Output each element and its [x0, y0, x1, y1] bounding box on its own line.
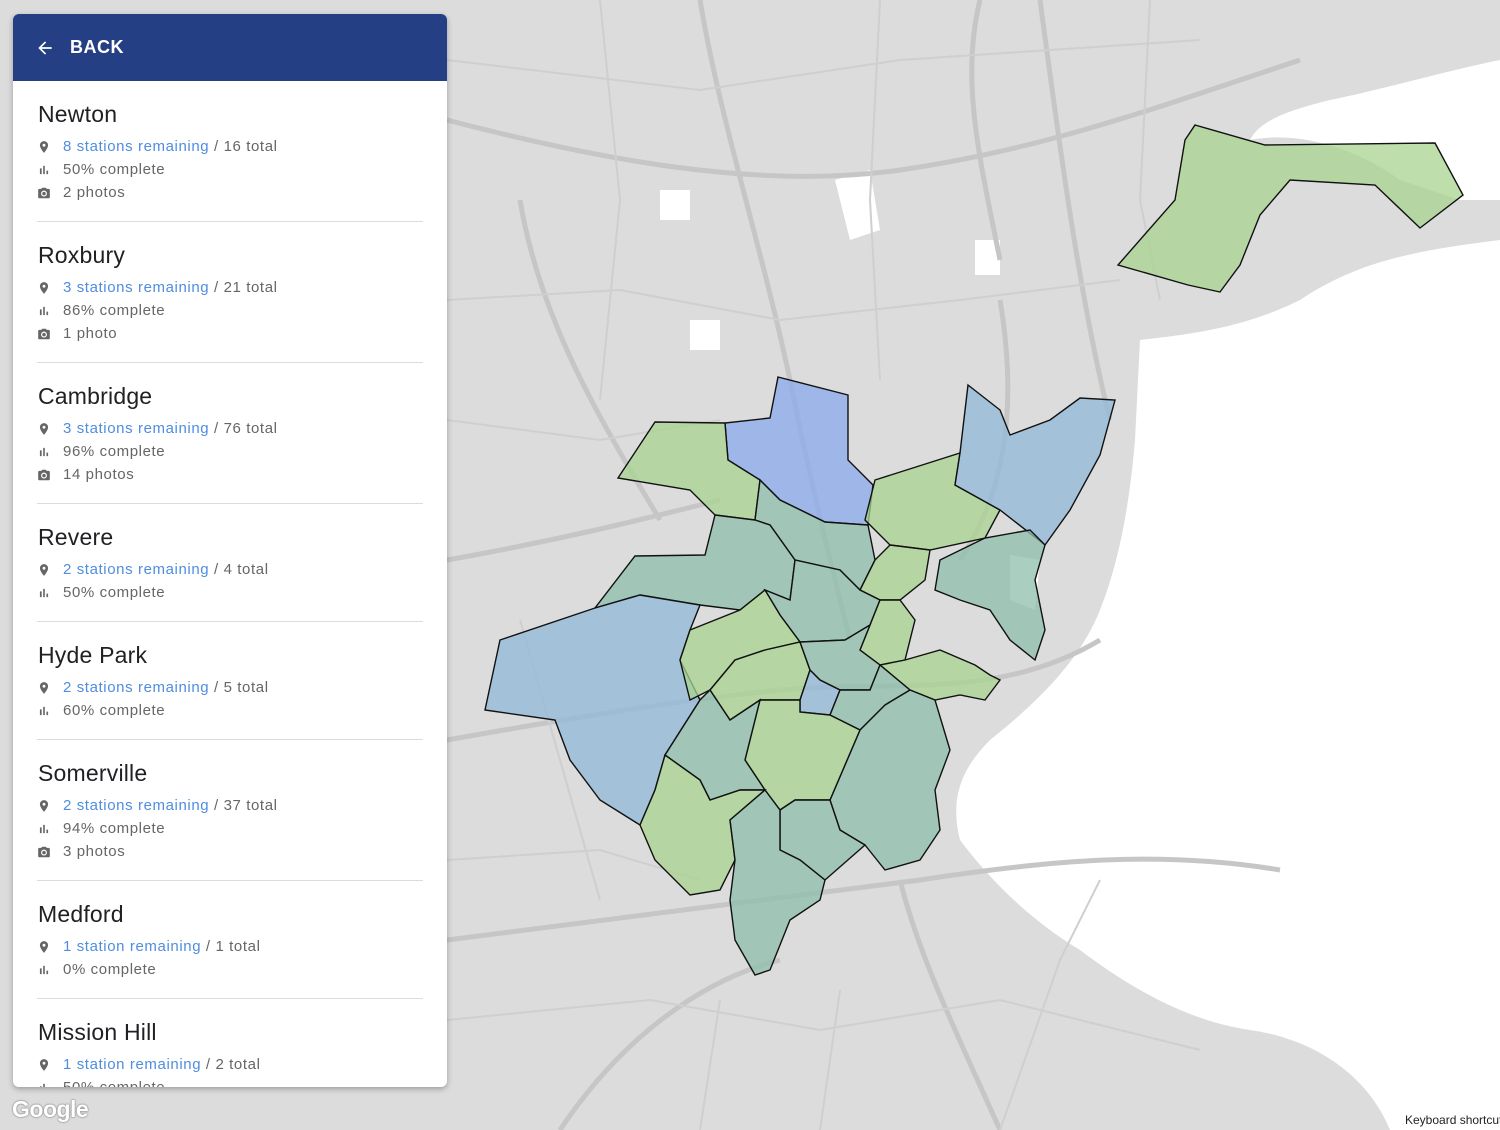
bar-chart-icon [39, 824, 49, 833]
list-item[interactable]: Roxbury 3 stations remaining / 21 total … [37, 222, 423, 363]
bar-chart-icon [39, 447, 49, 456]
percent-complete: 50% complete [63, 1079, 165, 1087]
stations-total: / 16 total [214, 138, 278, 155]
percent-complete: 96% complete [63, 443, 166, 460]
stations-remaining-link[interactable]: 3 stations remaining [63, 279, 210, 296]
region-revere [1116, 124, 1464, 293]
region-hyde-park [729, 788, 826, 976]
photo-count: 1 photo [63, 325, 118, 342]
location-pin-icon [39, 940, 49, 953]
neighborhood-name: Cambridge [38, 383, 153, 409]
location-pin-icon [39, 422, 49, 435]
location-pin-icon [39, 799, 49, 812]
camera-icon [38, 469, 50, 480]
bar-chart-icon [39, 588, 49, 597]
percent-complete: 0% complete [63, 961, 157, 978]
neighborhood-name: Newton [38, 101, 118, 127]
google-logo: Google [12, 1096, 89, 1122]
list-item[interactable]: Hyde Park 2 stations remaining / 5 total… [37, 622, 423, 740]
stations-total: / 2 total [205, 1056, 261, 1073]
percent-complete: 86% complete [63, 302, 166, 319]
list-item[interactable]: Medford 1 station remaining / 1 total 0%… [37, 881, 423, 999]
stations-total: / 5 total [214, 679, 269, 696]
stations-total: / 4 total [214, 561, 269, 578]
list-item[interactable]: Cambridge 3 stations remaining / 76 tota… [37, 363, 423, 504]
arrow-left-icon [38, 40, 52, 55]
bar-chart-icon [39, 306, 49, 315]
location-pin-icon [39, 1058, 49, 1071]
photo-count: 2 photos [63, 184, 126, 201]
percent-complete: 50% complete [63, 584, 166, 601]
photo-count: 14 photos [63, 466, 135, 483]
stations-remaining-link[interactable]: 2 stations remaining [63, 679, 210, 696]
camera-icon [38, 328, 50, 339]
percent-complete: 60% complete [63, 702, 166, 719]
bar-chart-icon [39, 165, 49, 174]
list-item[interactable]: Newton 8 stations remaining / 16 total 5… [37, 81, 423, 222]
percent-complete: 50% complete [63, 161, 166, 178]
back-label: BACK [70, 37, 124, 57]
list-item[interactable]: Somerville 2 stations remaining / 37 tot… [37, 740, 423, 881]
neighborhood-list[interactable]: Newton 8 stations remaining / 16 total 5… [13, 81, 447, 1087]
location-pin-icon [39, 140, 49, 153]
neighborhood-name: Mission Hill [38, 1019, 157, 1045]
stations-remaining-link[interactable]: 3 stations remaining [63, 420, 210, 437]
bar-chart-icon [39, 965, 49, 974]
neighborhood-name: Hyde Park [38, 642, 148, 668]
stations-remaining-link[interactable]: 2 stations remaining [63, 561, 210, 578]
stations-total: / 37 total [214, 797, 278, 814]
stations-total: / 76 total [214, 420, 278, 437]
region-east-boston [934, 529, 1046, 662]
camera-icon [38, 187, 50, 198]
stations-total: / 21 total [214, 279, 278, 296]
keyboard-shortcuts-button[interactable]: Keyboard shortcuts [1398, 1111, 1500, 1130]
camera-icon [38, 846, 50, 857]
stations-remaining-link[interactable]: 1 station remaining [63, 1056, 202, 1073]
stations-remaining-link[interactable]: 8 stations remaining [63, 138, 210, 155]
photo-count: 3 photos [63, 843, 126, 860]
list-item[interactable]: Mission Hill 1 station remaining / 2 tot… [37, 999, 423, 1087]
location-pin-icon [39, 681, 49, 694]
neighborhood-regions[interactable] [484, 124, 1464, 976]
stations-remaining-link[interactable]: 1 station remaining [63, 938, 202, 955]
location-pin-icon [39, 563, 49, 576]
bar-chart-icon [39, 706, 49, 715]
back-button[interactable]: BACK [13, 14, 447, 81]
stations-total: / 1 total [205, 938, 261, 955]
list-item[interactable]: Revere 2 stations remaining / 4 total 50… [37, 504, 423, 622]
percent-complete: 94% complete [63, 820, 166, 837]
location-pin-icon [39, 281, 49, 294]
region-everett-east [954, 383, 1116, 547]
neighborhood-name: Medford [38, 901, 124, 927]
neighborhood-name: Somerville [38, 760, 148, 786]
neighborhood-name: Revere [38, 524, 114, 550]
stations-remaining-link[interactable]: 2 stations remaining [63, 797, 210, 814]
bar-chart-icon [39, 1083, 45, 1087]
neighborhood-name: Roxbury [38, 242, 126, 268]
neighborhood-panel: BACK Newton 8 stations remaining / 16 to… [13, 14, 447, 1087]
